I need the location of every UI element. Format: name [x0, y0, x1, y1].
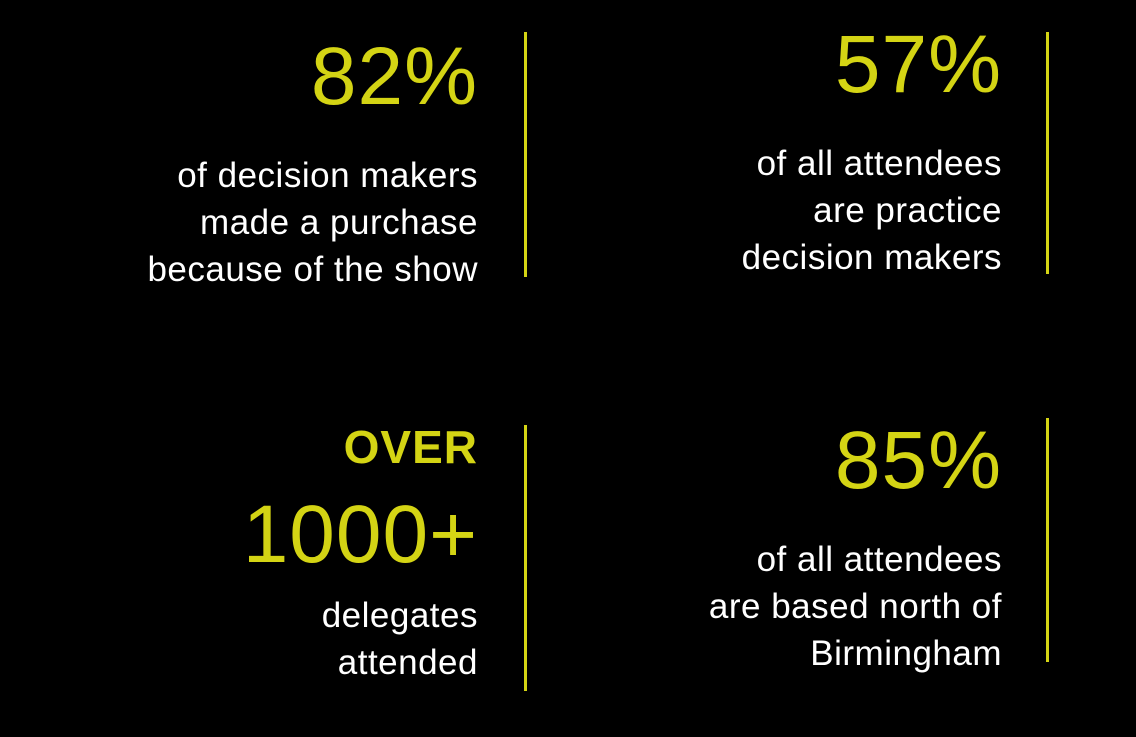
vertical-divider: [1046, 32, 1049, 274]
stat-description: delegates attended: [321, 596, 478, 682]
vertical-divider: [524, 32, 527, 277]
stat-description: of decision makers made a purchase becau…: [147, 156, 478, 289]
stat-block-delegates-attended: OVER 1000+ delegates attended: [243, 424, 478, 686]
stat-description: of all attendees are based north of Birm…: [708, 540, 1002, 673]
stat-block-practice-decision-makers: 57% of all attendees are practice decisi…: [742, 24, 1002, 281]
stat-value: 85%: [834, 415, 1002, 506]
vertical-divider: [524, 425, 527, 691]
stat-value: 57%: [834, 19, 1002, 110]
stat-block-north-of-birmingham: 85% of all attendees are based north of …: [709, 420, 1002, 677]
stat-prefix: OVER: [343, 421, 478, 473]
stat-description: of all attendees are practice decision m…: [741, 144, 1002, 277]
stat-value: 82%: [310, 31, 478, 122]
stat-block-decision-makers-purchase: 82% of decision makers made a purchase b…: [147, 36, 478, 293]
stat-value: 1000+: [242, 489, 478, 580]
vertical-divider: [1046, 418, 1049, 662]
